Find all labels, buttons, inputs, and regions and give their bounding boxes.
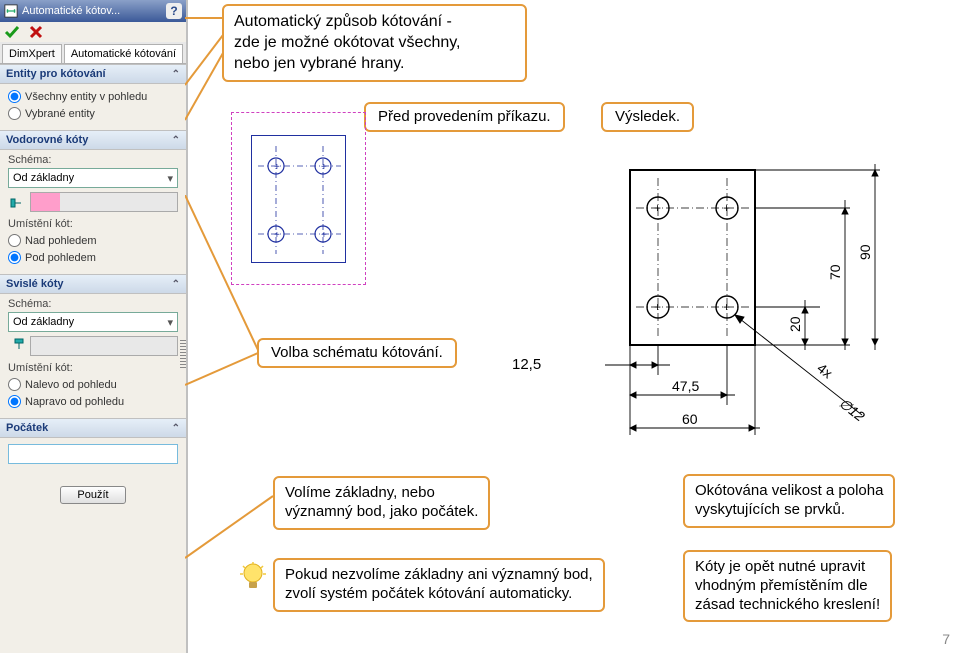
radio-right-of-view[interactable]: Napravo od pohledu [8, 393, 178, 410]
callout-before: Před provedením příkazu. [364, 102, 565, 132]
dim-dia: ∅12 [836, 395, 868, 425]
callout-main: Automatický způsob kótování - zde je mož… [222, 4, 527, 82]
collapse-icon: ⌃ [172, 135, 180, 146]
schema-label: Schéma: [8, 154, 178, 166]
dimension-icon [4, 4, 18, 18]
schema-label: Schéma: [8, 298, 178, 310]
panel-tabs: DimXpert Automatické kótování [0, 42, 186, 64]
collapse-icon: ⌃ [172, 423, 180, 434]
section-body-entity: Všechny entity v pohledu Vybrané entity [0, 84, 186, 130]
collapse-icon: ⌃ [172, 279, 180, 290]
section-body-horiz: Schéma: Od základny Umístění kót: Nad po… [0, 150, 186, 274]
part-before-drawing: + + + + [252, 136, 347, 264]
callout-size: Okótována velikost a poloha vyskytujícíc… [683, 474, 895, 528]
apply-button[interactable]: Použít [60, 486, 125, 504]
dim-90: 90 [857, 244, 873, 260]
callout-schema: Volba schématu kótování. [257, 338, 457, 368]
radio-below-view[interactable]: Pod pohledem [8, 249, 178, 266]
tab-dimxpert[interactable]: DimXpert [2, 44, 62, 63]
radio-all-entities[interactable]: Všechny entity v pohledu [8, 88, 178, 105]
datum-selector-horiz[interactable] [8, 192, 178, 212]
svg-text:+: + [274, 230, 280, 241]
leader-datum [185, 488, 275, 568]
part-before: + + + + [251, 135, 346, 263]
help-button[interactable]: ? [166, 3, 182, 19]
dim-475: 47,5 [672, 378, 699, 394]
tab-auto-dimension[interactable]: Automatické kótování [64, 44, 183, 63]
callout-datum: Volíme základny, nebo významný bod, jako… [273, 476, 490, 530]
leader-main [185, 15, 225, 135]
placement-label: Umístění kót: [8, 362, 178, 374]
radio-above-view[interactable]: Nad pohledem [8, 232, 178, 249]
datum-icon [8, 192, 28, 212]
section-title: Svislé kóty [6, 278, 63, 290]
section-head-origin[interactable]: Počátek ⌃ [0, 418, 186, 438]
callout-tip: Pokud nezvolíme základny ani významný bo… [273, 558, 605, 612]
cancel-button[interactable] [28, 24, 44, 40]
dim-4x: 4x [814, 360, 836, 382]
section-head-vert[interactable]: Svislé kóty ⌃ [0, 274, 186, 294]
callout-result: Výsledek. [601, 102, 694, 132]
radio-left-of-view[interactable]: Nalevo od pohledu [8, 376, 178, 393]
property-panel: Automatické kótov... ? DimXpert Automati… [0, 0, 188, 653]
datum-icon [8, 336, 28, 356]
svg-text:+: + [723, 300, 730, 314]
svg-text:+: + [654, 300, 661, 314]
section-title: Entity pro kótování [6, 68, 106, 80]
schema-combo-horiz[interactable]: Od základny [8, 168, 178, 188]
svg-text:+: + [654, 201, 661, 215]
datum-selector-vert[interactable] [8, 336, 178, 356]
svg-text:+: + [274, 162, 280, 173]
dim-125-label: 12,5 [512, 356, 541, 373]
placement-label: Umístění kót: [8, 218, 178, 230]
dim-70: 70 [827, 264, 843, 280]
collapse-icon: ⌃ [172, 69, 180, 80]
svg-text:+: + [321, 162, 327, 173]
confirm-bar [0, 22, 186, 42]
section-head-horiz[interactable]: Vodorovné kóty ⌃ [0, 130, 186, 150]
ok-button[interactable] [4, 24, 20, 40]
section-title: Počátek [6, 422, 48, 434]
dim-20: 20 [787, 316, 803, 332]
section-body-vert: Schéma: Od základny Umístění kót: Nalevo… [0, 294, 186, 418]
section-body-origin [0, 438, 186, 472]
panel-title: Automatické kótov... [22, 5, 166, 17]
callout-adjust: Kóty je opět nutné upravit vhodným přemí… [683, 550, 892, 622]
schema-combo-vert[interactable]: Od základny [8, 312, 178, 332]
section-title: Vodorovné kóty [6, 134, 88, 146]
svg-text:+: + [723, 201, 730, 215]
origin-input[interactable] [8, 444, 178, 464]
part-result-drawing: ++++ 12,5 47,5 60 20 70 90 4x ∅12 [600, 150, 940, 470]
section-head-entity[interactable]: Entity pro kótování ⌃ [0, 64, 186, 84]
page-number: 7 [942, 631, 950, 647]
panel-titlebar: Automatické kótov... ? [0, 0, 186, 22]
svg-text:+: + [321, 230, 327, 241]
radio-selected-entities[interactable]: Vybrané entity [8, 105, 178, 122]
dim-60: 60 [682, 411, 698, 427]
